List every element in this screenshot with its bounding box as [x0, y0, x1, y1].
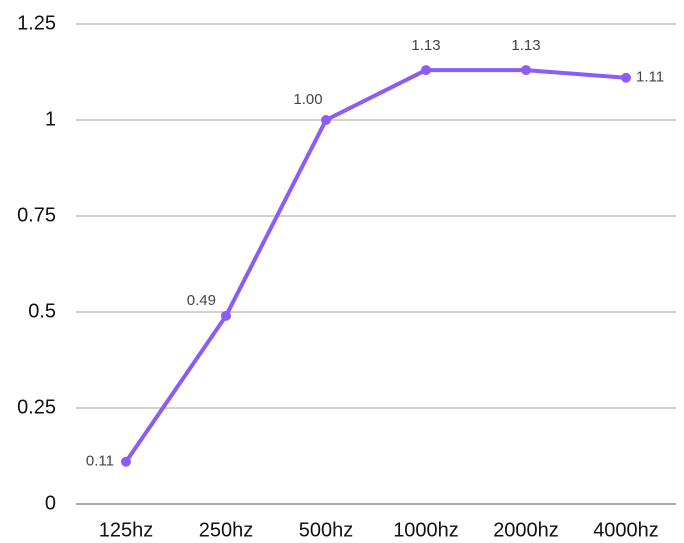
- data-label: 1.00: [293, 91, 322, 108]
- x-axis-tick-labels: 125hz 250hz 500hz 1000hz 2000hz 4000hz: [99, 519, 659, 541]
- y-axis-tick-label: 0.25: [17, 396, 56, 418]
- data-point: [621, 72, 631, 83]
- data-label: 0.49: [187, 292, 216, 309]
- x-axis-tick-label: 125hz: [99, 519, 154, 541]
- data-label: 1.13: [511, 37, 540, 54]
- y-axis-tick-label: 1: [45, 108, 56, 130]
- y-axis-tick-label: 0: [45, 492, 56, 514]
- x-axis-tick-label: 250hz: [199, 519, 254, 541]
- data-label: 1.11: [636, 69, 664, 86]
- data-point: [221, 310, 231, 321]
- data-label: 0.11: [86, 453, 114, 470]
- x-axis-tick-label: 2000hz: [493, 519, 559, 541]
- x-axis-tick-label: 1000hz: [393, 519, 459, 541]
- data-point: [521, 65, 531, 76]
- series-line: [124, 68, 628, 464]
- y-axis-tick-label: 0.5: [28, 300, 56, 322]
- data-label: 1.13: [411, 37, 440, 54]
- y-axis-tick-label: 0.75: [17, 204, 56, 226]
- grid-lines: [76, 23, 676, 505]
- x-axis-tick-label: 500hz: [299, 519, 354, 541]
- y-axis-tick-label: 1.25: [17, 12, 56, 34]
- data-point: [421, 65, 431, 76]
- data-labels: 0.11 0.49 1.00 1.13 1.13 1.11: [86, 37, 664, 470]
- y-axis-tick-labels: 0 0.25 0.5 0.75 1 1.25: [17, 12, 56, 514]
- data-points: [121, 65, 631, 467]
- series-layer: [124, 68, 628, 464]
- x-axis-tick-label: 4000hz: [593, 519, 659, 541]
- data-point: [321, 115, 331, 125]
- data-point: [121, 456, 131, 467]
